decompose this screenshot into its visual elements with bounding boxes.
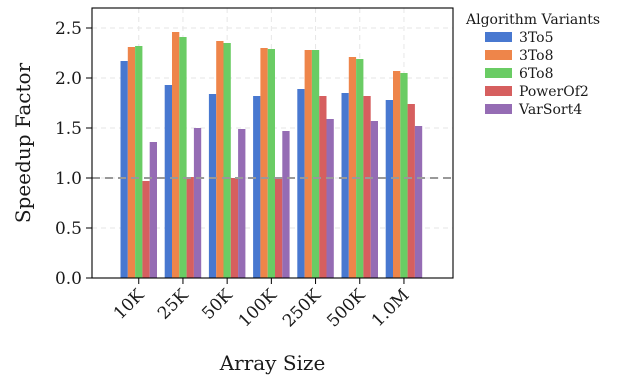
bar-PowerOf2-25K bbox=[186, 177, 194, 278]
bar-VarSort4-500K bbox=[370, 121, 378, 278]
bar-3To8-250K bbox=[304, 50, 312, 278]
bar-PowerOf2-50K bbox=[230, 178, 239, 278]
x-tick-label: 500K bbox=[323, 285, 369, 331]
y-tick-label: 2.0 bbox=[55, 69, 82, 89]
legend-swatch-3To5 bbox=[485, 32, 512, 42]
bar-3To8-500K bbox=[348, 57, 357, 278]
x-tick-label: 250K bbox=[279, 285, 325, 331]
bar-PowerOf2-1.0M bbox=[407, 104, 415, 278]
bar-6To8-500K bbox=[356, 59, 364, 278]
bar-PowerOf2-10K bbox=[142, 181, 150, 278]
bar-6To8-25K bbox=[179, 37, 187, 278]
legend-swatch-3To8 bbox=[485, 50, 512, 60]
bar-3To5-500K bbox=[341, 93, 349, 278]
y-tick-label: 1.0 bbox=[55, 169, 82, 189]
x-axis-title: Array Size bbox=[219, 351, 326, 375]
x-tick-label: 100K bbox=[235, 285, 281, 331]
legend-title: Algorithm Variants bbox=[465, 12, 600, 28]
x-tick-label: 10K bbox=[110, 285, 149, 324]
bar-3To8-10K bbox=[127, 47, 136, 278]
bar-3To5-25K bbox=[164, 85, 172, 278]
bar-3To5-250K bbox=[297, 89, 305, 278]
y-tick-label: 2.5 bbox=[55, 19, 82, 39]
bar-VarSort4-250K bbox=[326, 119, 334, 278]
legend-label: VarSort4 bbox=[518, 102, 582, 118]
x-tick-label: 25K bbox=[154, 285, 193, 324]
legend-swatch-6To8 bbox=[485, 68, 512, 78]
y-axis-title: Speedup Factor bbox=[11, 62, 35, 223]
bar-6To8-10K bbox=[135, 46, 143, 278]
bar-3To5-10K bbox=[120, 61, 128, 278]
legend-label: PowerOf2 bbox=[519, 84, 589, 100]
x-tick-label: 1.0M bbox=[368, 285, 414, 331]
bar-3To8-25K bbox=[172, 32, 180, 278]
x-tick-label: 50K bbox=[198, 285, 237, 324]
bar-VarSort4-50K bbox=[238, 129, 246, 278]
bar-VarSort4-25K bbox=[193, 128, 202, 278]
bar-3To8-50K bbox=[216, 41, 224, 278]
y-tick-label: 1.5 bbox=[55, 119, 82, 139]
bar-PowerOf2-100K bbox=[275, 177, 283, 278]
legend-label: 6To8 bbox=[519, 66, 554, 82]
bar-VarSort4-1.0M bbox=[414, 126, 423, 278]
bar-6To8-50K bbox=[223, 43, 231, 278]
bar-VarSort4-10K bbox=[149, 142, 157, 278]
bar-3To5-100K bbox=[253, 96, 261, 278]
bars bbox=[120, 32, 423, 278]
bar-VarSort4-100K bbox=[282, 131, 290, 278]
bar-PowerOf2-500K bbox=[363, 96, 371, 278]
bar-6To8-1.0M bbox=[400, 73, 408, 278]
y-tick-label: 0.5 bbox=[55, 219, 82, 239]
bar-3To8-100K bbox=[260, 48, 268, 278]
plot-frame bbox=[91, 7, 454, 279]
y-tick-label: 0.0 bbox=[55, 269, 82, 289]
bar-6To8-100K bbox=[267, 49, 275, 278]
legend-label: 3To8 bbox=[519, 48, 554, 64]
bar-6To8-250K bbox=[311, 50, 320, 278]
bar-3To5-50K bbox=[208, 94, 217, 278]
legend-swatch-PowerOf2 bbox=[485, 86, 512, 96]
bar-3To5-1.0M bbox=[385, 100, 393, 278]
y-axis: 0.0 0.5 1.0 1.5 2.0 2.5 bbox=[55, 19, 92, 289]
legend-swatch-VarSort4 bbox=[485, 104, 512, 114]
bar-PowerOf2-250K bbox=[319, 96, 327, 278]
legend-label: 3To5 bbox=[519, 30, 554, 46]
legend: Algorithm Variants 3To5 3To8 6To8 PowerOf2 V… bbox=[465, 12, 600, 118]
bar-3To8-1.0M bbox=[393, 71, 401, 278]
